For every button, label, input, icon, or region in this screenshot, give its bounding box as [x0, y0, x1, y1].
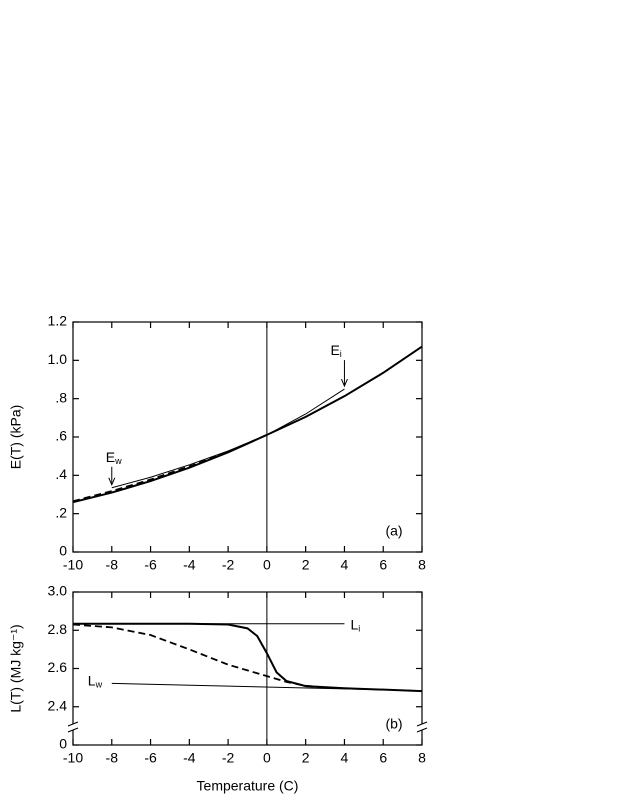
series-line — [111, 682, 423, 692]
annotation-text: L — [88, 672, 96, 688]
annotation: Li — [350, 616, 360, 634]
y-tick-label: 1.2 — [48, 313, 68, 329]
plot-frame — [72, 321, 423, 553]
x-tick-label: -6 — [144, 557, 157, 573]
x-tick-label: -10 — [63, 557, 83, 573]
series-line — [72, 345, 423, 504]
y-tick-label: 2.6 — [48, 659, 68, 675]
annotation: Lw — [88, 672, 103, 690]
annotation-text: L — [350, 616, 358, 632]
y-tick-label: .4 — [55, 466, 67, 482]
arrow-head — [108, 477, 116, 487]
x-axis-label: Temperature (C) — [197, 778, 299, 794]
y-tick-label: 2.8 — [48, 621, 68, 637]
x-tick-label: 0 — [263, 557, 271, 573]
x-tick-label: -4 — [183, 750, 196, 766]
x-tick-label: 2 — [302, 557, 310, 573]
x-tick-label: -4 — [183, 557, 196, 573]
y-axis-label: E(T) (kPa) — [8, 405, 24, 470]
y-tick-label: .8 — [55, 389, 67, 405]
y-tick-label: 2.4 — [48, 697, 68, 713]
annotation: Ew — [106, 448, 122, 466]
x-tick-label: 2 — [302, 750, 310, 766]
annotation-sub: i — [340, 349, 342, 359]
series-line — [111, 434, 268, 489]
plot-frame — [72, 591, 423, 746]
x-tick-label: -8 — [106, 750, 119, 766]
panel-label: (a) — [385, 523, 402, 539]
axis-break — [416, 721, 428, 727]
series-line — [73, 622, 423, 693]
axis-break — [416, 727, 428, 733]
y-tick-label: 0 — [59, 543, 67, 559]
series-line — [72, 623, 326, 689]
axis-break-gap — [418, 724, 426, 730]
annotation-text: E — [330, 342, 339, 358]
series-line — [72, 434, 268, 503]
x-tick-label: 4 — [341, 557, 349, 573]
x-tick-label: -6 — [144, 750, 157, 766]
axis-break — [67, 721, 79, 727]
x-tick-label: 8 — [418, 557, 426, 573]
annotation-sub: i — [358, 624, 360, 634]
x-tick-label: 8 — [418, 750, 426, 766]
series-line — [266, 388, 345, 436]
x-tick-label: -2 — [222, 557, 235, 573]
x-tick-label: 6 — [379, 557, 387, 573]
x-tick-label: -2 — [222, 750, 235, 766]
x-tick-label: 0 — [263, 750, 271, 766]
y-tick-label: 0 — [59, 736, 67, 752]
annotation: Ei — [330, 342, 341, 360]
arrow-head — [340, 378, 348, 388]
x-tick-label: 4 — [341, 750, 349, 766]
x-tick-label: -10 — [63, 750, 83, 766]
y-tick-label: .2 — [55, 504, 67, 520]
panel-label: (b) — [385, 716, 402, 732]
y-axis-label: L(T) (MJ kg⁻¹) — [8, 624, 24, 712]
y-tick-label: 3.0 — [48, 583, 68, 599]
annotation-sub: w — [95, 680, 103, 690]
annotation-text: E — [106, 448, 115, 464]
y-tick-label: .6 — [55, 428, 67, 444]
annotation-sub: w — [114, 456, 122, 466]
x-tick-label: 6 — [379, 750, 387, 766]
axis-break-gap — [69, 724, 77, 730]
x-tick-label: -8 — [106, 557, 119, 573]
y-tick-label: 1.0 — [48, 351, 68, 367]
axis-break — [67, 727, 79, 733]
